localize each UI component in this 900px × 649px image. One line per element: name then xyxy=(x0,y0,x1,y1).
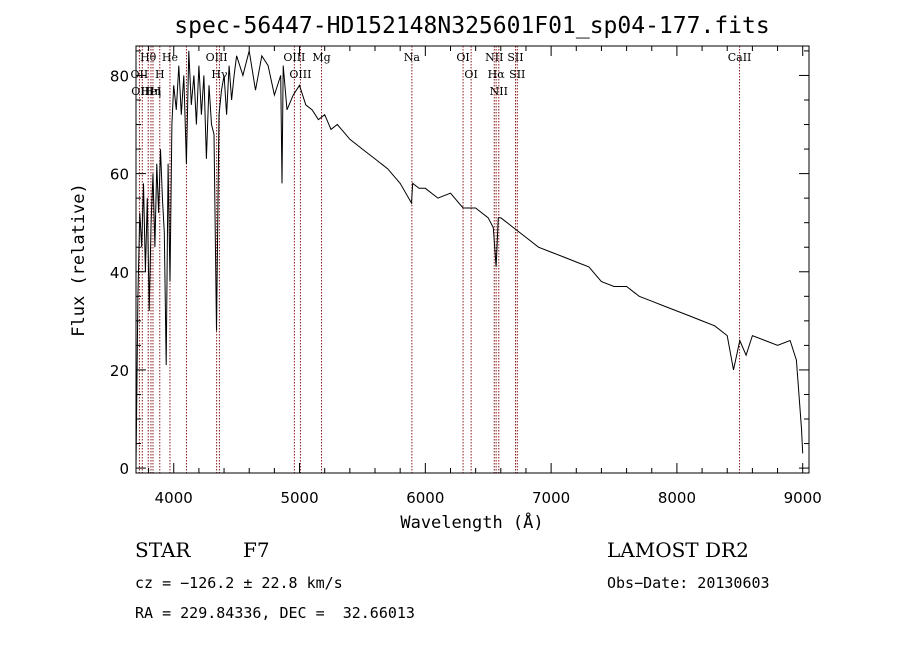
line-label: Na xyxy=(404,51,421,64)
line-label: Hη xyxy=(145,85,161,98)
line-label: Hθ xyxy=(140,51,157,64)
line-label: OI xyxy=(464,68,477,81)
y-axis-ticks: 0 20 40 60 80 xyxy=(110,50,809,478)
survey-name: LAMOST DR2 xyxy=(607,538,749,562)
y-tick-label-60: 60 xyxy=(110,166,129,184)
line-label: Hγ xyxy=(211,68,228,81)
x-tick-label-9000: 9000 xyxy=(784,489,822,507)
plot-frame xyxy=(135,45,810,474)
line-label: He xyxy=(162,51,178,64)
coordinates: RA = 229.84336, DEC = 32.66013 xyxy=(135,604,415,622)
line-label: NII xyxy=(490,85,508,98)
x-axis-label: Wavelength (Å) xyxy=(400,511,543,533)
object-class: STAR xyxy=(135,538,191,562)
line-label: SII xyxy=(509,68,525,81)
line-label: Mg xyxy=(312,51,330,64)
x-tick-label-7000: 7000 xyxy=(532,489,570,507)
chart-title: spec-56447-HD152148N325601F01_sp04-177.f… xyxy=(174,13,769,39)
observation-date: Obs−Date: 20130603 xyxy=(607,574,770,592)
x-tick-label-5000: 5000 xyxy=(280,489,318,507)
y-tick-label-0: 0 xyxy=(119,460,129,478)
line-label: OIII xyxy=(283,51,305,64)
redshift-cz: cz = −126.2 ± 22.8 km/s xyxy=(135,574,343,592)
y-tick-label-40: 40 xyxy=(110,264,129,282)
spectral-line-markers xyxy=(138,46,741,473)
line-label: OII xyxy=(131,68,149,81)
line-label: OIII xyxy=(289,68,311,81)
object-subclass: F7 xyxy=(243,538,270,562)
spectrum-line xyxy=(135,50,804,469)
y-axis-label: Flux (relative) xyxy=(69,183,89,337)
line-label: Hα xyxy=(488,68,506,81)
y-tick-label-80: 80 xyxy=(110,67,129,85)
line-label: OI xyxy=(456,51,469,64)
line-label: HeI xyxy=(141,85,161,98)
line-label: NII xyxy=(485,51,503,64)
x-tick-label-8000: 8000 xyxy=(658,489,696,507)
line-label: H xyxy=(155,68,165,81)
x-axis-ticks: 4000 5000 6000 7000 8000 9000 xyxy=(148,46,822,507)
x-tick-label-6000: 6000 xyxy=(406,489,444,507)
line-label: OIII xyxy=(131,85,153,98)
y-tick-label-20: 20 xyxy=(110,362,129,380)
line-label: SII xyxy=(507,51,523,64)
line-label: OIII xyxy=(206,51,228,64)
x-tick-label-4000: 4000 xyxy=(155,489,193,507)
line-label: CaII xyxy=(728,51,752,64)
